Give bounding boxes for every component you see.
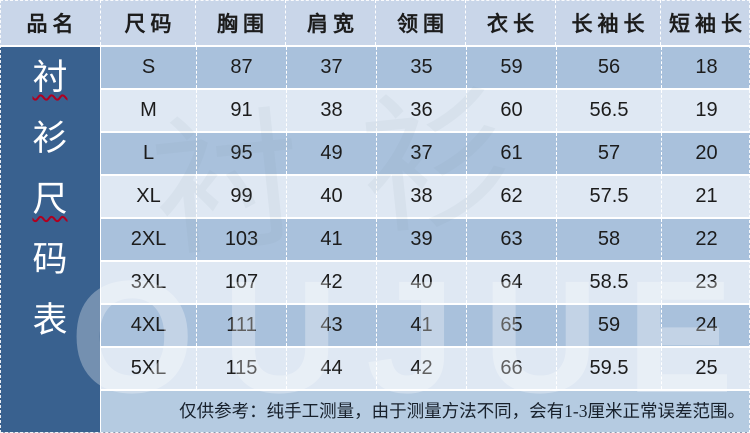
neck-cell: 36 — [376, 90, 466, 131]
chest-cell: 103 — [196, 219, 286, 260]
table-row: XL 99 40 38 62 57.5 21 — [101, 174, 750, 217]
length-cell: 65 — [466, 305, 556, 346]
table-row: L 95 49 37 61 57 20 — [101, 131, 750, 174]
long-sleeve-cell: 57 — [556, 133, 661, 174]
neck-cell: 38 — [376, 176, 466, 217]
header-size: 尺码 — [100, 0, 195, 45]
header-long-sleeve-length: 长袖长 — [555, 0, 660, 45]
size-cell: S — [141, 56, 156, 78]
short-sleeve-cell: 22 — [661, 219, 750, 260]
header-short-sleeve-length: 短袖长 — [660, 0, 750, 45]
header-neck: 领围 — [375, 0, 465, 45]
header-shoulder: 肩宽 — [285, 0, 375, 45]
table-row: 5XL 115 44 42 66 59.5 25 — [101, 346, 750, 389]
neck-cell: 40 — [376, 262, 466, 303]
chest-cell: 99 — [196, 176, 286, 217]
shoulder-cell: 44 — [286, 348, 376, 389]
vertical-title-char: 衬 — [32, 58, 68, 97]
vertical-title-char: 尺 — [32, 179, 68, 219]
table-rows: S 87 37 35 59 56 18 M 91 38 36 60 56.5 1… — [100, 45, 750, 432]
neck-cell: 37 — [376, 133, 466, 174]
table-row: 4XL 111 43 41 65 59 24 — [101, 303, 750, 346]
size-cell: 3XL — [130, 271, 167, 293]
neck-cell: 42 — [376, 348, 466, 389]
long-sleeve-cell: 56 — [556, 47, 661, 88]
size-cell: M — [140, 99, 157, 121]
table-body: 衬衫尺码表 S 87 37 35 59 56 18 M 91 38 36 60 … — [0, 45, 750, 432]
note-row: 仅供参考：纯手工测量，由于测量方法不同，会有1-3厘米正常误差范围。 — [101, 389, 750, 432]
long-sleeve-cell: 58 — [556, 219, 661, 260]
length-cell: 63 — [466, 219, 556, 260]
neck-cell: 35 — [376, 47, 466, 88]
shoulder-cell: 42 — [286, 262, 376, 303]
header-garment-length: 衣长 — [465, 0, 555, 45]
length-cell: 61 — [466, 133, 556, 174]
disclaimer-note: 仅供参考：纯手工测量，由于测量方法不同，会有1-3厘米正常误差范围。 — [179, 400, 745, 421]
chest-cell: 107 — [196, 262, 286, 303]
neck-cell: 39 — [376, 219, 466, 260]
short-sleeve-cell: 20 — [661, 133, 750, 174]
length-cell: 62 — [466, 176, 556, 217]
short-sleeve-cell: 18 — [661, 47, 750, 88]
short-sleeve-cell: 21 — [661, 176, 750, 217]
header-chest: 胸围 — [195, 0, 285, 45]
length-cell: 59 — [466, 47, 556, 88]
long-sleeve-cell: 56.5 — [556, 90, 661, 131]
shoulder-cell: 41 — [286, 219, 376, 260]
short-sleeve-cell: 23 — [661, 262, 750, 303]
chest-cell: 91 — [196, 90, 286, 131]
neck-cell: 41 — [376, 305, 466, 346]
short-sleeve-cell: 24 — [661, 305, 750, 346]
long-sleeve-cell: 59 — [556, 305, 661, 346]
vertical-title-char: 码 — [32, 240, 68, 280]
vertical-title-char: 衫 — [32, 118, 68, 158]
table-row: 3XL 107 42 40 64 58.5 23 — [101, 260, 750, 303]
long-sleeve-cell: 59.5 — [556, 348, 661, 389]
chest-cell: 115 — [196, 348, 286, 389]
size-cell: 5XL — [130, 357, 167, 379]
short-sleeve-cell: 25 — [661, 348, 750, 389]
size-cell: 4XL — [130, 314, 167, 336]
shoulder-cell: 43 — [286, 305, 376, 346]
short-sleeve-cell: 19 — [661, 90, 750, 131]
chest-cell: 111 — [196, 305, 286, 346]
chest-cell: 87 — [196, 47, 286, 88]
shoulder-cell: 38 — [286, 90, 376, 131]
table-row: 2XL 103 41 39 63 58 22 — [101, 217, 750, 260]
table-row: M 91 38 36 60 56.5 19 — [101, 88, 750, 131]
length-cell: 66 — [466, 348, 556, 389]
header-product-name: 品名 — [26, 11, 79, 36]
shoulder-cell: 49 — [286, 133, 376, 174]
shoulder-cell: 37 — [286, 47, 376, 88]
length-cell: 64 — [466, 262, 556, 303]
size-cell: XL — [136, 185, 161, 207]
table-header-row: 品名 尺码 胸围 肩宽 领围 衣长 长袖长 短袖长 — [0, 0, 750, 45]
long-sleeve-cell: 58.5 — [556, 262, 661, 303]
vertical-title-char: 表 — [32, 301, 68, 340]
chest-cell: 95 — [196, 133, 286, 174]
long-sleeve-cell: 57.5 — [556, 176, 661, 217]
size-cell: 2XL — [130, 228, 167, 250]
shoulder-cell: 40 — [286, 176, 376, 217]
table-row: S 87 37 35 59 56 18 — [101, 45, 750, 88]
vertical-title-cell: 衬衫尺码表 — [0, 45, 100, 432]
length-cell: 60 — [466, 90, 556, 131]
size-cell: L — [142, 142, 155, 164]
